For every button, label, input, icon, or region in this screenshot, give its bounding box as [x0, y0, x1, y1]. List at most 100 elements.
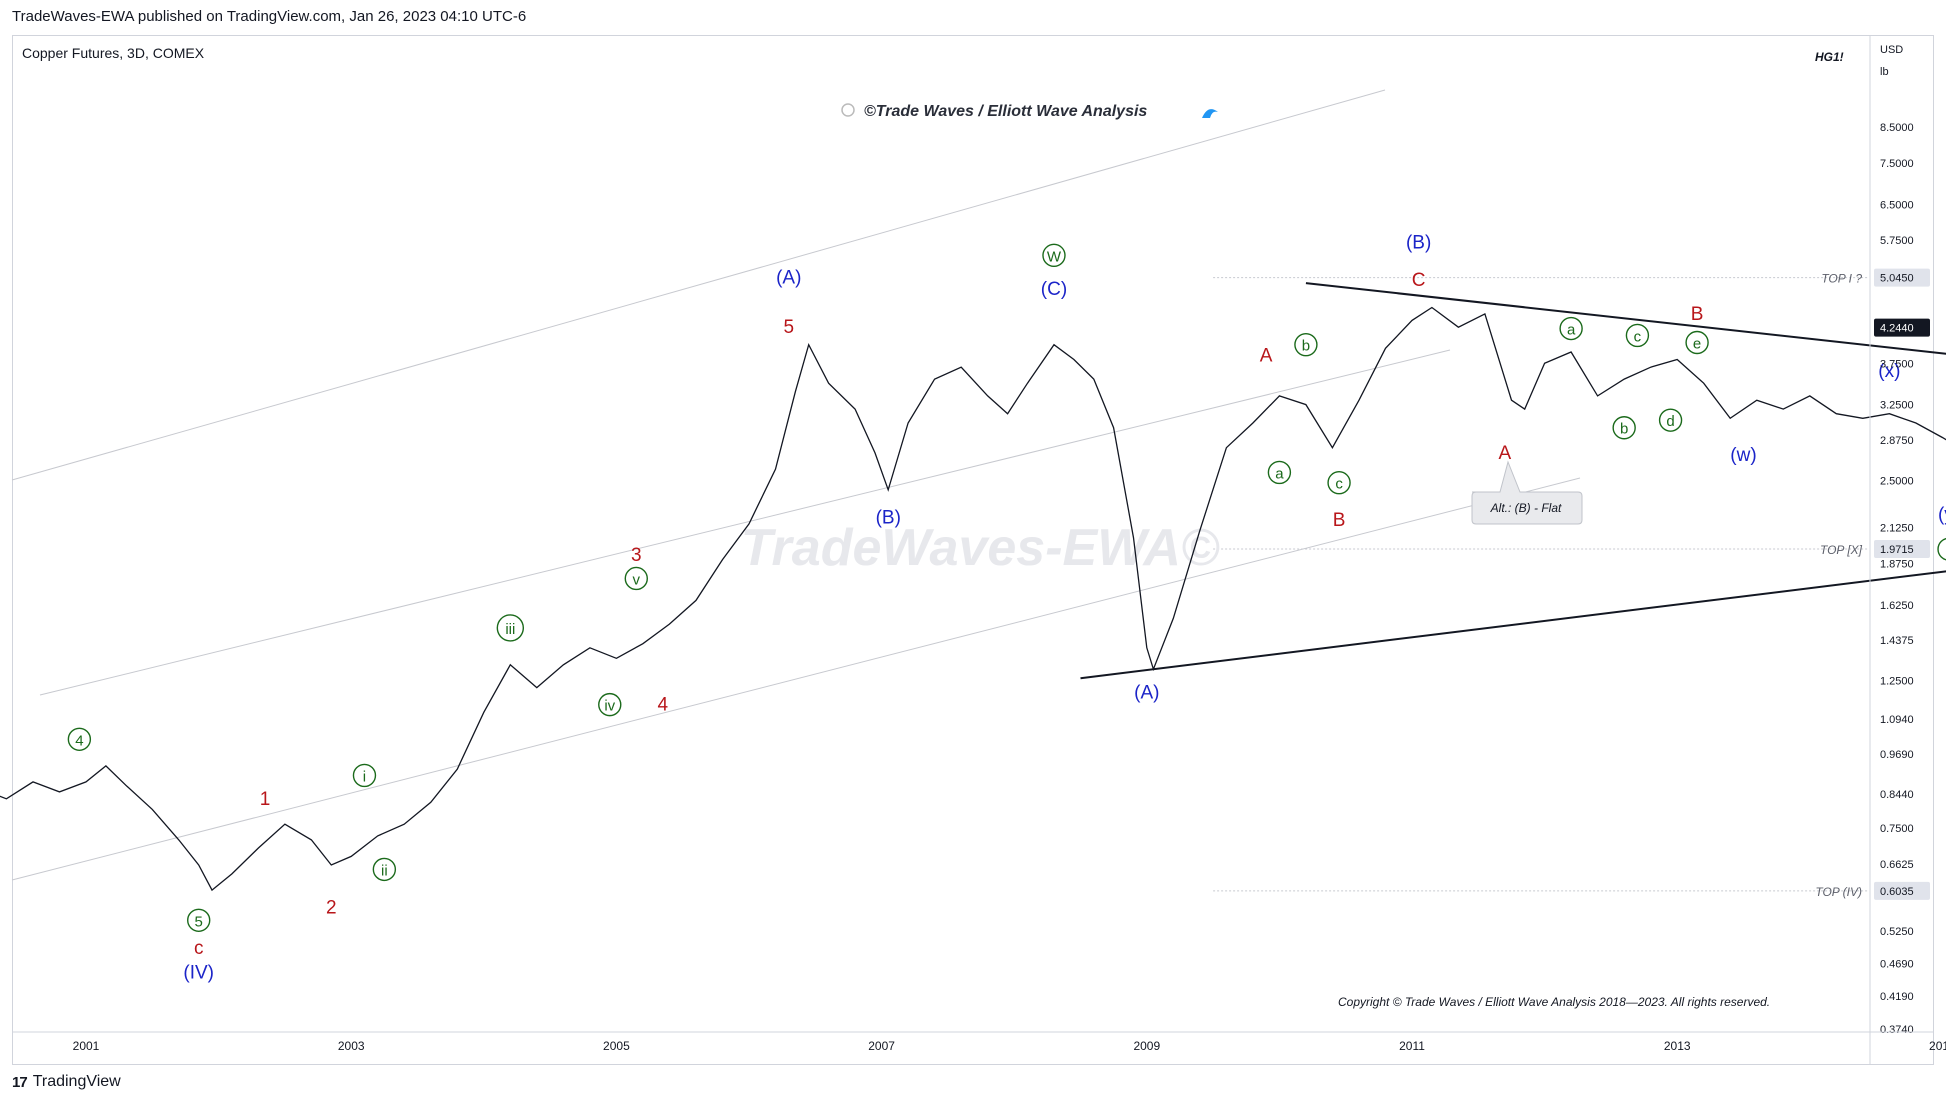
wave-label-text: 5	[783, 317, 794, 338]
wave-logo-icon	[1202, 109, 1218, 118]
x-tick-label: 2011	[1399, 1039, 1425, 1053]
wave-label: i	[1937, 537, 1946, 561]
wave-label-circle	[187, 908, 211, 932]
wave-label: A	[1260, 346, 1273, 367]
y-tick-label: 3.7500	[1880, 358, 1914, 370]
y-tick-label: 5.0450	[1880, 273, 1914, 285]
y-tick-label: 0.9690	[1880, 749, 1914, 761]
annotation-callout: Alt.: (B) - Flat	[1471, 460, 1583, 525]
wave-label-text: iii	[505, 621, 515, 638]
y-tick-label: 2.5000	[1880, 475, 1914, 487]
wave-label-text: B	[1691, 304, 1704, 325]
channel-lines	[11, 89, 1581, 881]
wave-label-text: a	[1275, 465, 1284, 482]
wave-label-text: a	[1567, 322, 1576, 339]
wave-label: (IV)	[183, 962, 214, 983]
y-unit-lb: lb	[1880, 66, 1889, 78]
trendline	[1080, 570, 1946, 680]
y-tick-label: 2.8750	[1880, 435, 1914, 447]
wave-label: 5	[187, 908, 211, 932]
wave-label-text: b	[1302, 338, 1310, 355]
wave-label: B	[1691, 304, 1704, 325]
price-tag	[1874, 268, 1930, 287]
wave-label-text: W	[1047, 248, 1062, 265]
x-tick-label: 2007	[868, 1039, 895, 1053]
level-label: TOP I ?	[1821, 272, 1862, 286]
watermark-top-group: ©Trade Waves / Elliott Wave Analysis	[841, 103, 1218, 120]
wave-label-circle	[1937, 537, 1946, 561]
wave-label: C	[1412, 270, 1426, 291]
wave-label: c	[194, 938, 204, 959]
watermark-top: ©Trade Waves / Elliott Wave Analysis	[864, 103, 1147, 120]
annotation-text: Alt.: (B) - Flat	[1490, 501, 1562, 515]
wave-label: (w)	[1730, 445, 1756, 466]
wave-label-circle	[352, 763, 377, 788]
wave-label-text: A	[1260, 346, 1273, 367]
wave-label: iv	[598, 692, 622, 717]
symbol-badge: HG1!	[1815, 50, 1844, 64]
wave-label-text: 5	[195, 913, 203, 930]
wave-label: b	[1612, 416, 1636, 440]
trendline	[1305, 282, 1946, 355]
wave-label-text: 4	[75, 732, 83, 749]
wave-label-text: c	[1335, 476, 1343, 493]
chart-frame	[12, 35, 1934, 1065]
wave-label-text: (B)	[1406, 232, 1431, 253]
wave-label-text: (IV)	[183, 962, 214, 983]
wave-label-text: 4	[658, 695, 669, 716]
y-tick-label: 8.5000	[1880, 122, 1914, 134]
watermark-left-icon	[841, 103, 855, 117]
wave-label-text: C	[1412, 270, 1426, 291]
wave-label-text: i	[363, 768, 366, 785]
wave-label-text: (B)	[876, 507, 901, 528]
x-tick-label: 2015	[1929, 1039, 1946, 1053]
y-tick-label: 1.2500	[1880, 676, 1914, 688]
x-tick-label: 2005	[603, 1039, 630, 1053]
wave-label: e	[1685, 330, 1709, 355]
x-tick-label: 2003	[338, 1039, 365, 1053]
wave-label-text: d	[1666, 413, 1674, 430]
wave-label-text: (x)	[1878, 361, 1900, 382]
y-tick-label: 1.4375	[1880, 635, 1914, 647]
wave-label: i	[352, 763, 377, 788]
x-tick-labels: 2001200320052007200920112013201520172019…	[73, 1039, 1946, 1053]
y-tick-label: 1.8750	[1880, 558, 1914, 570]
y-tick-label: 0.4190	[1880, 991, 1914, 1003]
tradingview-brand-text: TradingView	[32, 1073, 121, 1090]
x-tick-label: 2001	[73, 1039, 100, 1053]
price-tag	[1874, 881, 1930, 900]
y-tick-label: 0.6625	[1880, 859, 1914, 871]
y-tick-label: 1.6250	[1880, 600, 1914, 612]
copyright-text: Copyright © Trade Waves / Elliott Wave A…	[1338, 995, 1770, 1009]
y-tick-label: 0.8440	[1880, 789, 1914, 801]
y-tick-label: 0.5250	[1880, 926, 1914, 938]
wave-label: 4	[658, 695, 669, 716]
wave-label: a	[1559, 316, 1583, 341]
wave-label-text: (A)	[1134, 682, 1159, 703]
wave-label-text: 1	[260, 789, 271, 810]
wave-label: B	[1333, 510, 1346, 531]
y-tick-label: 1.9715	[1880, 544, 1914, 556]
wave-label-text: (A)	[776, 267, 801, 288]
wave-label-text: 3	[631, 545, 642, 566]
wave-label-circle	[1294, 332, 1318, 357]
y-tick-label: 3.2500	[1880, 400, 1914, 412]
wave-label: 3	[631, 545, 642, 566]
y-axis: USD lb	[1869, 36, 1903, 1064]
y-tick-label: 1.0940	[1880, 714, 1914, 726]
level-lines: TOP I ? TOP [X] TOP (IV)	[1213, 272, 1868, 899]
wave-label-text: c	[1634, 328, 1642, 345]
wave-label-circle	[1327, 471, 1351, 495]
wave-label-text: (y)	[1938, 505, 1946, 526]
wave-labels: (A)5W(C)(B)(B)CBAbacBAacebd(w)(x)iiivi(y…	[67, 232, 1946, 983]
y-tick-label: 7.5000	[1880, 158, 1914, 170]
triangle-trendlines	[1080, 282, 1946, 680]
wave-label-text: iv	[604, 698, 615, 715]
channel-line	[11, 89, 1386, 481]
wave-label: (y)	[1938, 505, 1946, 526]
wave-label-circle	[624, 566, 648, 591]
wave-label: 2	[326, 897, 337, 918]
wave-label: (A)	[1134, 682, 1159, 703]
y-unit-currency: USD	[1880, 44, 1903, 56]
